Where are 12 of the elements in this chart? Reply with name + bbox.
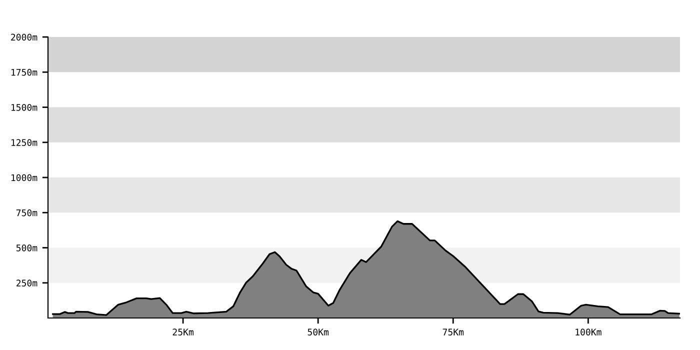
y-tick-label: 1000m — [11, 174, 38, 182]
y-tick-label: 250m — [16, 280, 38, 286]
y-tick-label: 750m — [16, 209, 38, 216]
x-tick-label: 75Km — [442, 328, 464, 336]
y-tick-label: 1500m — [11, 104, 38, 111]
x-tick-label: 25Km — [172, 328, 194, 336]
y-tick-label: 2000m — [11, 34, 38, 41]
y-tick-label: 1750m — [11, 68, 38, 76]
x-tick-label: 50Km — [308, 328, 329, 336]
y-tick-label: 1250m — [11, 139, 38, 146]
y-tick-label: 500m — [16, 244, 38, 252]
x-tick-label: 100Km — [576, 328, 602, 336]
